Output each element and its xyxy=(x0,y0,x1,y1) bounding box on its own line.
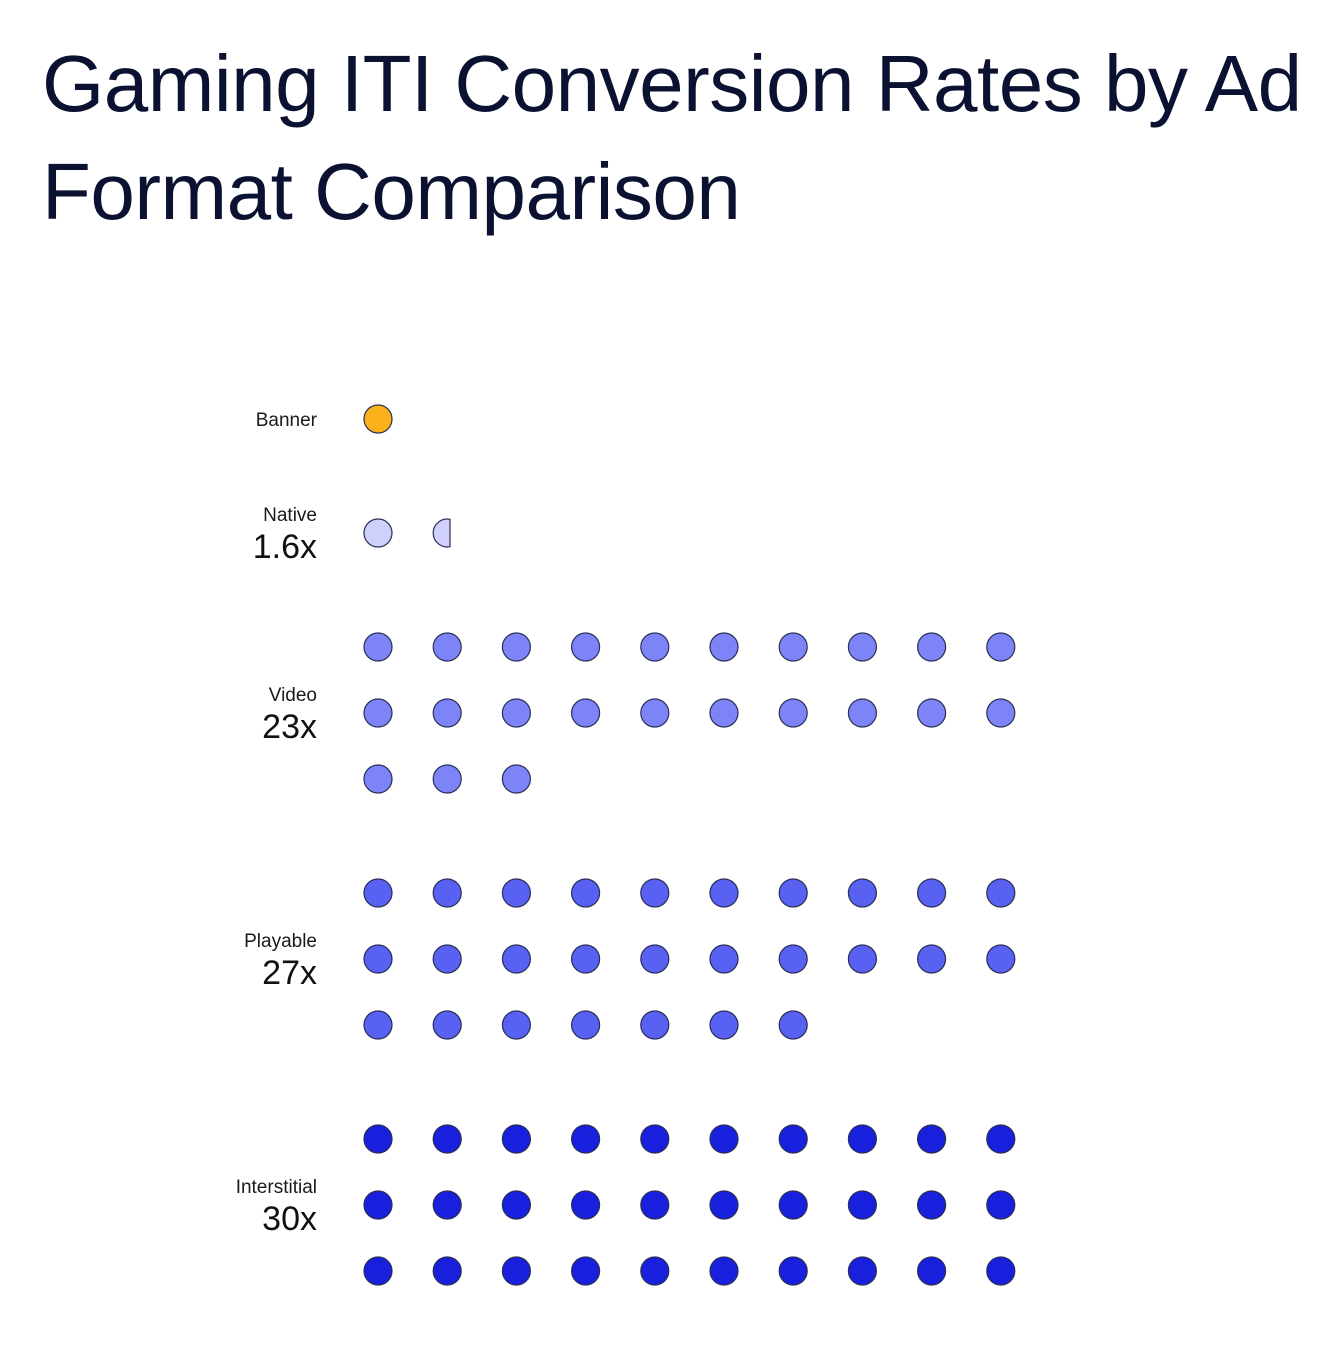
dot-playable xyxy=(778,878,808,908)
label-playable: Playable xyxy=(244,931,317,952)
dot-interstitial xyxy=(986,1124,1016,1154)
dot-playable xyxy=(847,944,878,974)
dot-playable xyxy=(363,944,393,974)
dot-video xyxy=(432,764,462,794)
dot-video xyxy=(778,698,808,728)
dot-playable xyxy=(640,944,670,974)
dot-playable xyxy=(570,944,601,974)
dot-video xyxy=(432,632,462,662)
dot-playable xyxy=(778,1010,808,1040)
dot-interstitial xyxy=(847,1124,878,1154)
dot-interstitial xyxy=(709,1124,739,1154)
dot-interstitial xyxy=(709,1256,739,1286)
dot-interstitial xyxy=(778,1190,808,1220)
dot-video xyxy=(640,698,670,728)
dot-playable xyxy=(778,944,808,974)
dot-interstitial xyxy=(916,1190,947,1220)
dot-video xyxy=(986,698,1016,728)
dot-playable xyxy=(709,1010,739,1040)
dot-interstitial xyxy=(916,1256,947,1286)
dot-interstitial xyxy=(432,1256,462,1286)
dot-playable xyxy=(847,878,878,908)
dot-video xyxy=(501,632,532,662)
label-banner: Banner xyxy=(256,410,318,431)
dot-interstitial xyxy=(847,1256,878,1286)
dot-video xyxy=(916,632,947,662)
chart-title: Gaming ITI Conversion Rates by Ad Format… xyxy=(42,39,1302,236)
dot-interstitial xyxy=(432,1190,462,1220)
dot-interstitial xyxy=(363,1190,393,1220)
group-banner: Banner xyxy=(256,404,393,434)
dot-interstitial xyxy=(570,1256,601,1286)
label-video: Video xyxy=(269,685,317,706)
dot-interstitial xyxy=(778,1256,808,1286)
dot-video xyxy=(501,764,532,794)
dot-video xyxy=(986,632,1016,662)
dot-video xyxy=(363,632,393,662)
dot-native xyxy=(363,518,393,548)
dot-playable xyxy=(570,1010,601,1040)
dot-playable xyxy=(432,1010,462,1040)
dot-video xyxy=(570,632,601,662)
dot-video xyxy=(640,632,670,662)
dot-interstitial xyxy=(363,1256,393,1286)
dot-playable xyxy=(709,944,739,974)
dot-playable xyxy=(986,878,1016,908)
dot-video xyxy=(778,632,808,662)
dot-playable xyxy=(986,944,1016,974)
dot-interstitial xyxy=(501,1124,532,1154)
dot-interstitial xyxy=(847,1190,878,1220)
dot-playable xyxy=(363,878,393,908)
dot-video xyxy=(570,698,601,728)
dot-video xyxy=(916,698,947,728)
dot-interstitial xyxy=(363,1124,393,1154)
value-playable: 27x xyxy=(262,954,317,992)
value-video: 23x xyxy=(262,708,317,746)
dot-video xyxy=(501,698,532,728)
dot-interstitial xyxy=(778,1124,808,1154)
dot-interstitial xyxy=(916,1124,947,1154)
dot-interstitial xyxy=(501,1256,532,1286)
dot-interstitial xyxy=(709,1190,739,1220)
dot-playable xyxy=(432,878,462,908)
dot-interstitial xyxy=(501,1190,532,1220)
dot-interstitial xyxy=(570,1124,601,1154)
dot-playable xyxy=(916,878,947,908)
dot-video xyxy=(847,632,878,662)
dot-playable xyxy=(640,878,670,908)
dot-partial-native xyxy=(432,518,451,548)
dot-video xyxy=(432,698,462,728)
value-interstitial: 30x xyxy=(262,1200,317,1238)
value-native: 1.6x xyxy=(253,528,317,566)
dot-playable xyxy=(501,878,532,908)
dot-interstitial xyxy=(986,1256,1016,1286)
dot-interstitial xyxy=(570,1190,601,1220)
dot-playable xyxy=(570,878,601,908)
dot-video xyxy=(709,632,739,662)
dot-playable xyxy=(432,944,462,974)
dot-playable xyxy=(501,1010,532,1040)
dot-playable xyxy=(640,1010,670,1040)
dot-video xyxy=(363,698,393,728)
label-native: Native xyxy=(263,505,317,526)
dot-playable xyxy=(501,944,532,974)
dot-video xyxy=(847,698,878,728)
dot-video xyxy=(709,698,739,728)
dot-banner xyxy=(363,404,393,434)
dot-playable xyxy=(709,878,739,908)
dot-interstitial xyxy=(640,1124,670,1154)
dot-interstitial xyxy=(986,1190,1016,1220)
dot-video xyxy=(363,764,393,794)
dot-interstitial xyxy=(640,1256,670,1286)
dot-interstitial xyxy=(432,1124,462,1154)
dot-interstitial xyxy=(640,1190,670,1220)
dot-playable xyxy=(916,944,947,974)
label-interstitial: Interstitial xyxy=(236,1177,317,1198)
dot-playable xyxy=(363,1010,393,1040)
